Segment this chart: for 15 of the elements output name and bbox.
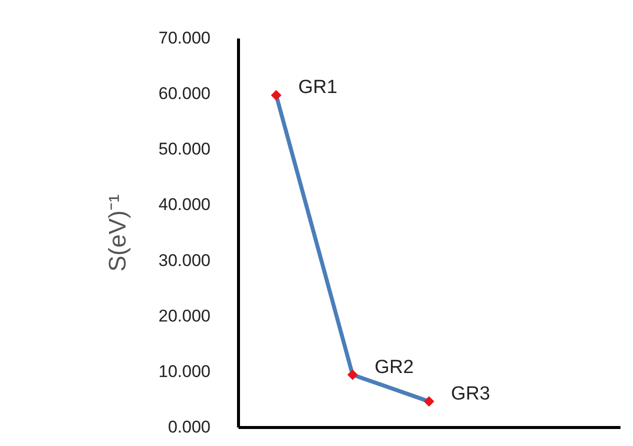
- point: [424, 396, 434, 407]
- y-tick-label: 70.000: [158, 28, 210, 48]
- annotation: GR2: [374, 356, 414, 378]
- point: [270, 90, 282, 100]
- annotation: GR3: [451, 383, 490, 404]
- y-axis-title: S(eV)⁻¹: [104, 194, 132, 272]
- y-tick-label: 50.000: [158, 140, 210, 159]
- y-tick-label: 0.000: [168, 418, 210, 436]
- annotation: GR1: [298, 77, 338, 98]
- y-tick-label: 30.000: [158, 250, 210, 270]
- y-tick-label: 20.000: [158, 306, 210, 326]
- y-tick-label: 40.000: [158, 195, 210, 214]
- point: [347, 370, 358, 380]
- y-tick-label: 10.000: [158, 362, 210, 381]
- y-tick-label: 60.000: [158, 84, 210, 104]
